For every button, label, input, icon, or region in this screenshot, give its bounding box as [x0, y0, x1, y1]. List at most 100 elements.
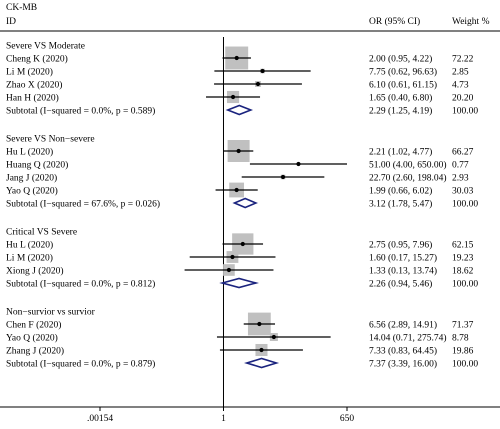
study-label: Zhao X (2020): [6, 80, 62, 91]
subtotal-or-ci: 2.29 (1.25, 4.19): [369, 106, 432, 117]
study-row: Xiong J (2020) 1.33 (0.13, 13.74) 18.62: [6, 264, 474, 277]
id-column-header: ID: [6, 17, 16, 27]
subtotal-diamond: [225, 104, 254, 116]
study-point-estimate: [271, 334, 276, 340]
study-label: Xiong J (2020): [6, 266, 64, 277]
study-weight: 2.85: [452, 68, 469, 78]
subtotal-row: Subtotal (I−squared = 0.0%, p = 0.812) 2.…: [6, 277, 478, 290]
study-or-ci: 1.33 (0.13, 13.74): [369, 266, 437, 277]
study-row: Jang J (2020) 22.70 (2.60, 198.04) 2.93: [6, 173, 469, 184]
study-point-estimate: [236, 148, 241, 154]
study-label: Han H (2020): [6, 93, 59, 104]
study-label: Hu L (2020): [6, 147, 53, 158]
study-row: Zhang J (2020) 7.33 (0.83, 64.45) 19.86: [6, 343, 474, 357]
subtotal-label: Subtotal (I−squared = 67.6%, p = 0.026): [6, 199, 160, 210]
study-weight: 4.73: [452, 81, 469, 91]
study-point-estimate: [234, 55, 239, 61]
study-weight: 30.03: [452, 187, 474, 197]
study-label: Cheng K (2020): [6, 54, 68, 65]
subtotal-diamond: [232, 197, 258, 209]
study-or-ci: 1.65 (0.40, 6.80): [369, 93, 432, 104]
study-row: Hu L (2020) 2.75 (0.95, 7.96) 62.15: [6, 233, 474, 255]
subtotal-weight: 100.00: [452, 280, 478, 290]
study-or-ci: 7.75 (0.62, 96.63): [369, 67, 437, 78]
subtotal-or-ci: 7.37 (3.39, 16.00): [369, 359, 437, 370]
effect-column-header: OR (95% CI): [369, 16, 420, 27]
study-point-estimate: [230, 94, 236, 100]
study-label: Li M (2020): [6, 253, 53, 264]
study-row: Hu L (2020) 2.21 (1.02, 4.77) 66.27: [6, 140, 474, 162]
study-row: Yao Q (2020) 1.99 (0.66, 6.02) 30.03: [6, 182, 474, 198]
study-row: Li M (2020) 7.75 (0.62, 96.63) 2.85: [6, 67, 469, 78]
subtotal-weight: 100.00: [452, 360, 478, 370]
subtotal-label: Subtotal (I−squared = 0.0%, p = 0.589): [6, 106, 155, 117]
study-row: Li M (2020) 1.60 (0.17, 15.27) 19.23: [6, 251, 474, 264]
axis-tick-label: 650: [340, 414, 355, 424]
study-or-ci: 6.56 (2.89, 14.91): [369, 320, 437, 331]
study-label: Yao Q (2020): [6, 186, 58, 197]
study-label: Hu L (2020): [6, 240, 53, 251]
study-or-ci: 22.70 (2.60, 198.04): [369, 173, 447, 184]
study-point-estimate: [255, 81, 261, 87]
study-or-ci: 6.10 (0.61, 61.15): [369, 80, 437, 91]
subtotal-weight: 100.00: [452, 107, 478, 117]
study-weight: 20.20: [452, 94, 474, 104]
study-weight: 2.93: [452, 174, 469, 184]
study-or-ci: 1.60 (0.17, 15.27): [369, 253, 437, 264]
study-weight: 72.22: [452, 55, 474, 65]
study-or-ci: 1.99 (0.66, 6.02): [369, 186, 432, 197]
study-point-estimate: [280, 174, 286, 180]
study-point-estimate: [230, 254, 235, 260]
axis-tick-label: .00154: [87, 414, 113, 424]
study-label: Yao Q (2020): [6, 333, 58, 344]
study-point-estimate: [226, 267, 232, 273]
group-heading: Severe VS Moderate: [6, 42, 85, 52]
study-weight: 19.23: [452, 254, 474, 264]
subtotal-label: Subtotal (I−squared = 0.0%, p = 0.812): [6, 279, 155, 290]
study-row: Cheng K (2020) 2.00 (0.95, 4.22) 72.22: [6, 46, 474, 70]
study-label: Chen F (2020): [6, 320, 61, 331]
subtotal-or-ci: 2.26 (0.94, 5.46): [369, 279, 432, 290]
subtotal-row: Subtotal (I−squared = 67.6%, p = 0.026) 3…: [6, 197, 478, 210]
subtotal-weight: 100.00: [452, 200, 478, 210]
study-row: Chen F (2020) 6.56 (2.89, 14.91) 71.37: [6, 312, 474, 336]
study-or-ci: 51.00 (4.00, 650.00): [369, 160, 447, 171]
subtotal-or-ci: 3.12 (1.78, 5.47): [369, 199, 432, 210]
study-or-ci: 2.21 (1.02, 4.77): [369, 147, 432, 158]
subtotal-row: Subtotal (I−squared = 0.0%, p = 0.879) 7.…: [6, 357, 478, 370]
study-or-ci: 14.04 (0.71, 275.74): [369, 333, 447, 344]
subtotal-diamond: [244, 357, 280, 369]
study-point-estimate: [257, 321, 262, 327]
study-weight: 8.78: [452, 334, 469, 344]
study-weight: 71.37: [452, 321, 474, 331]
group-heading: Non−survior vs survior: [6, 308, 96, 318]
study-point-estimate: [240, 241, 245, 247]
group-heading: Severe VS Non−severe: [6, 135, 95, 145]
study-label: Huang Q (2020): [6, 160, 68, 171]
study-label: Jang J (2020): [6, 173, 57, 184]
chart-title: CK-MB: [6, 3, 37, 13]
subtotal-diamond: [219, 277, 259, 289]
study-row: Zhao X (2020) 6.10 (0.61, 61.15) 4.73: [6, 80, 469, 91]
study-label: Li M (2020): [6, 67, 53, 78]
study-point-estimate: [234, 187, 239, 193]
study-or-ci: 7.33 (0.83, 64.45): [369, 346, 437, 357]
study-weight: 18.62: [452, 267, 474, 277]
study-weight: 19.86: [452, 347, 474, 357]
subtotal-label: Subtotal (I−squared = 0.0%, p = 0.879): [6, 359, 155, 370]
study-label: Zhang J (2020): [6, 346, 64, 357]
subtotal-row: Subtotal (I−squared = 0.0%, p = 0.589) 2.…: [6, 104, 478, 117]
study-weight: 62.15: [452, 241, 474, 251]
group-heading: Critical VS Severe: [6, 228, 77, 238]
study-or-ci: 2.00 (0.95, 4.22): [369, 54, 432, 65]
study-row: Yao Q (2020) 14.04 (0.71, 275.74) 8.78: [6, 333, 469, 344]
weight-column-header: Weight %: [452, 17, 490, 27]
study-weight: 66.27: [452, 148, 474, 158]
study-point-estimate: [259, 347, 264, 353]
axis-tick-label: 1: [221, 414, 226, 424]
study-or-ci: 2.75 (0.95, 7.96): [369, 240, 432, 251]
study-row: Han H (2020) 1.65 (0.40, 6.80) 20.20: [6, 90, 474, 104]
study-point-estimate: [296, 161, 301, 167]
study-row: Huang Q (2020) 51.00 (4.00, 650.00) 0.77: [6, 160, 469, 171]
